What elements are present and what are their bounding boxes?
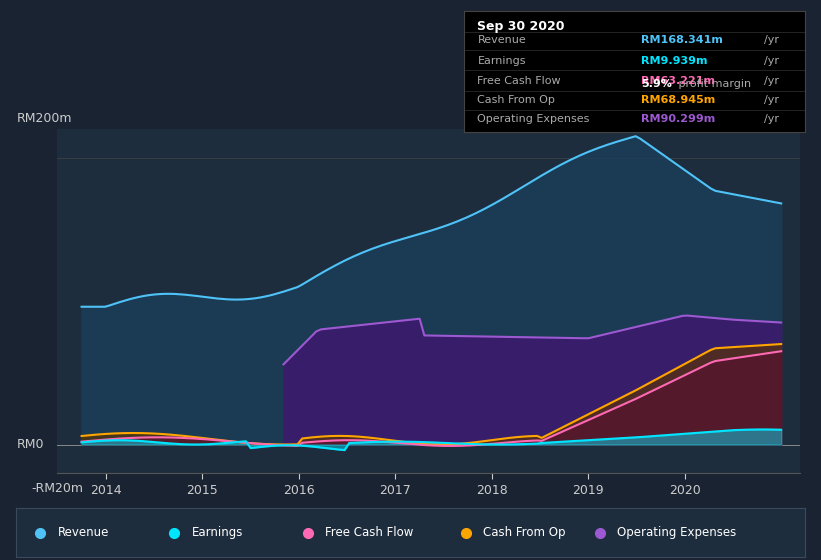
Text: Cash From Op: Cash From Op [483,526,566,539]
Text: RM63.221m: RM63.221m [641,76,715,86]
Text: RM200m: RM200m [16,113,72,125]
Text: Cash From Op: Cash From Op [478,96,555,105]
Text: Revenue: Revenue [478,35,526,45]
Text: Free Cash Flow: Free Cash Flow [478,76,561,86]
Text: Revenue: Revenue [57,526,108,539]
Text: Free Cash Flow: Free Cash Flow [325,526,414,539]
Text: /yr: /yr [764,114,778,124]
Text: -RM20m: -RM20m [31,482,83,495]
Text: RM68.945m: RM68.945m [641,96,715,105]
Text: Operating Expenses: Operating Expenses [478,114,589,124]
Text: /yr: /yr [764,56,778,66]
Text: /yr: /yr [764,35,778,45]
Text: Operating Expenses: Operating Expenses [617,526,736,539]
Text: Earnings: Earnings [478,56,526,66]
Text: Sep 30 2020: Sep 30 2020 [478,20,565,32]
Text: profit margin: profit margin [675,79,751,89]
Text: RM90.299m: RM90.299m [641,114,715,124]
Text: /yr: /yr [764,76,778,86]
Text: 5.9%: 5.9% [641,79,672,89]
Text: /yr: /yr [764,96,778,105]
Text: Earnings: Earnings [191,526,243,539]
Text: RM0: RM0 [16,438,44,451]
Text: RM168.341m: RM168.341m [641,35,723,45]
Text: RM9.939m: RM9.939m [641,56,708,66]
